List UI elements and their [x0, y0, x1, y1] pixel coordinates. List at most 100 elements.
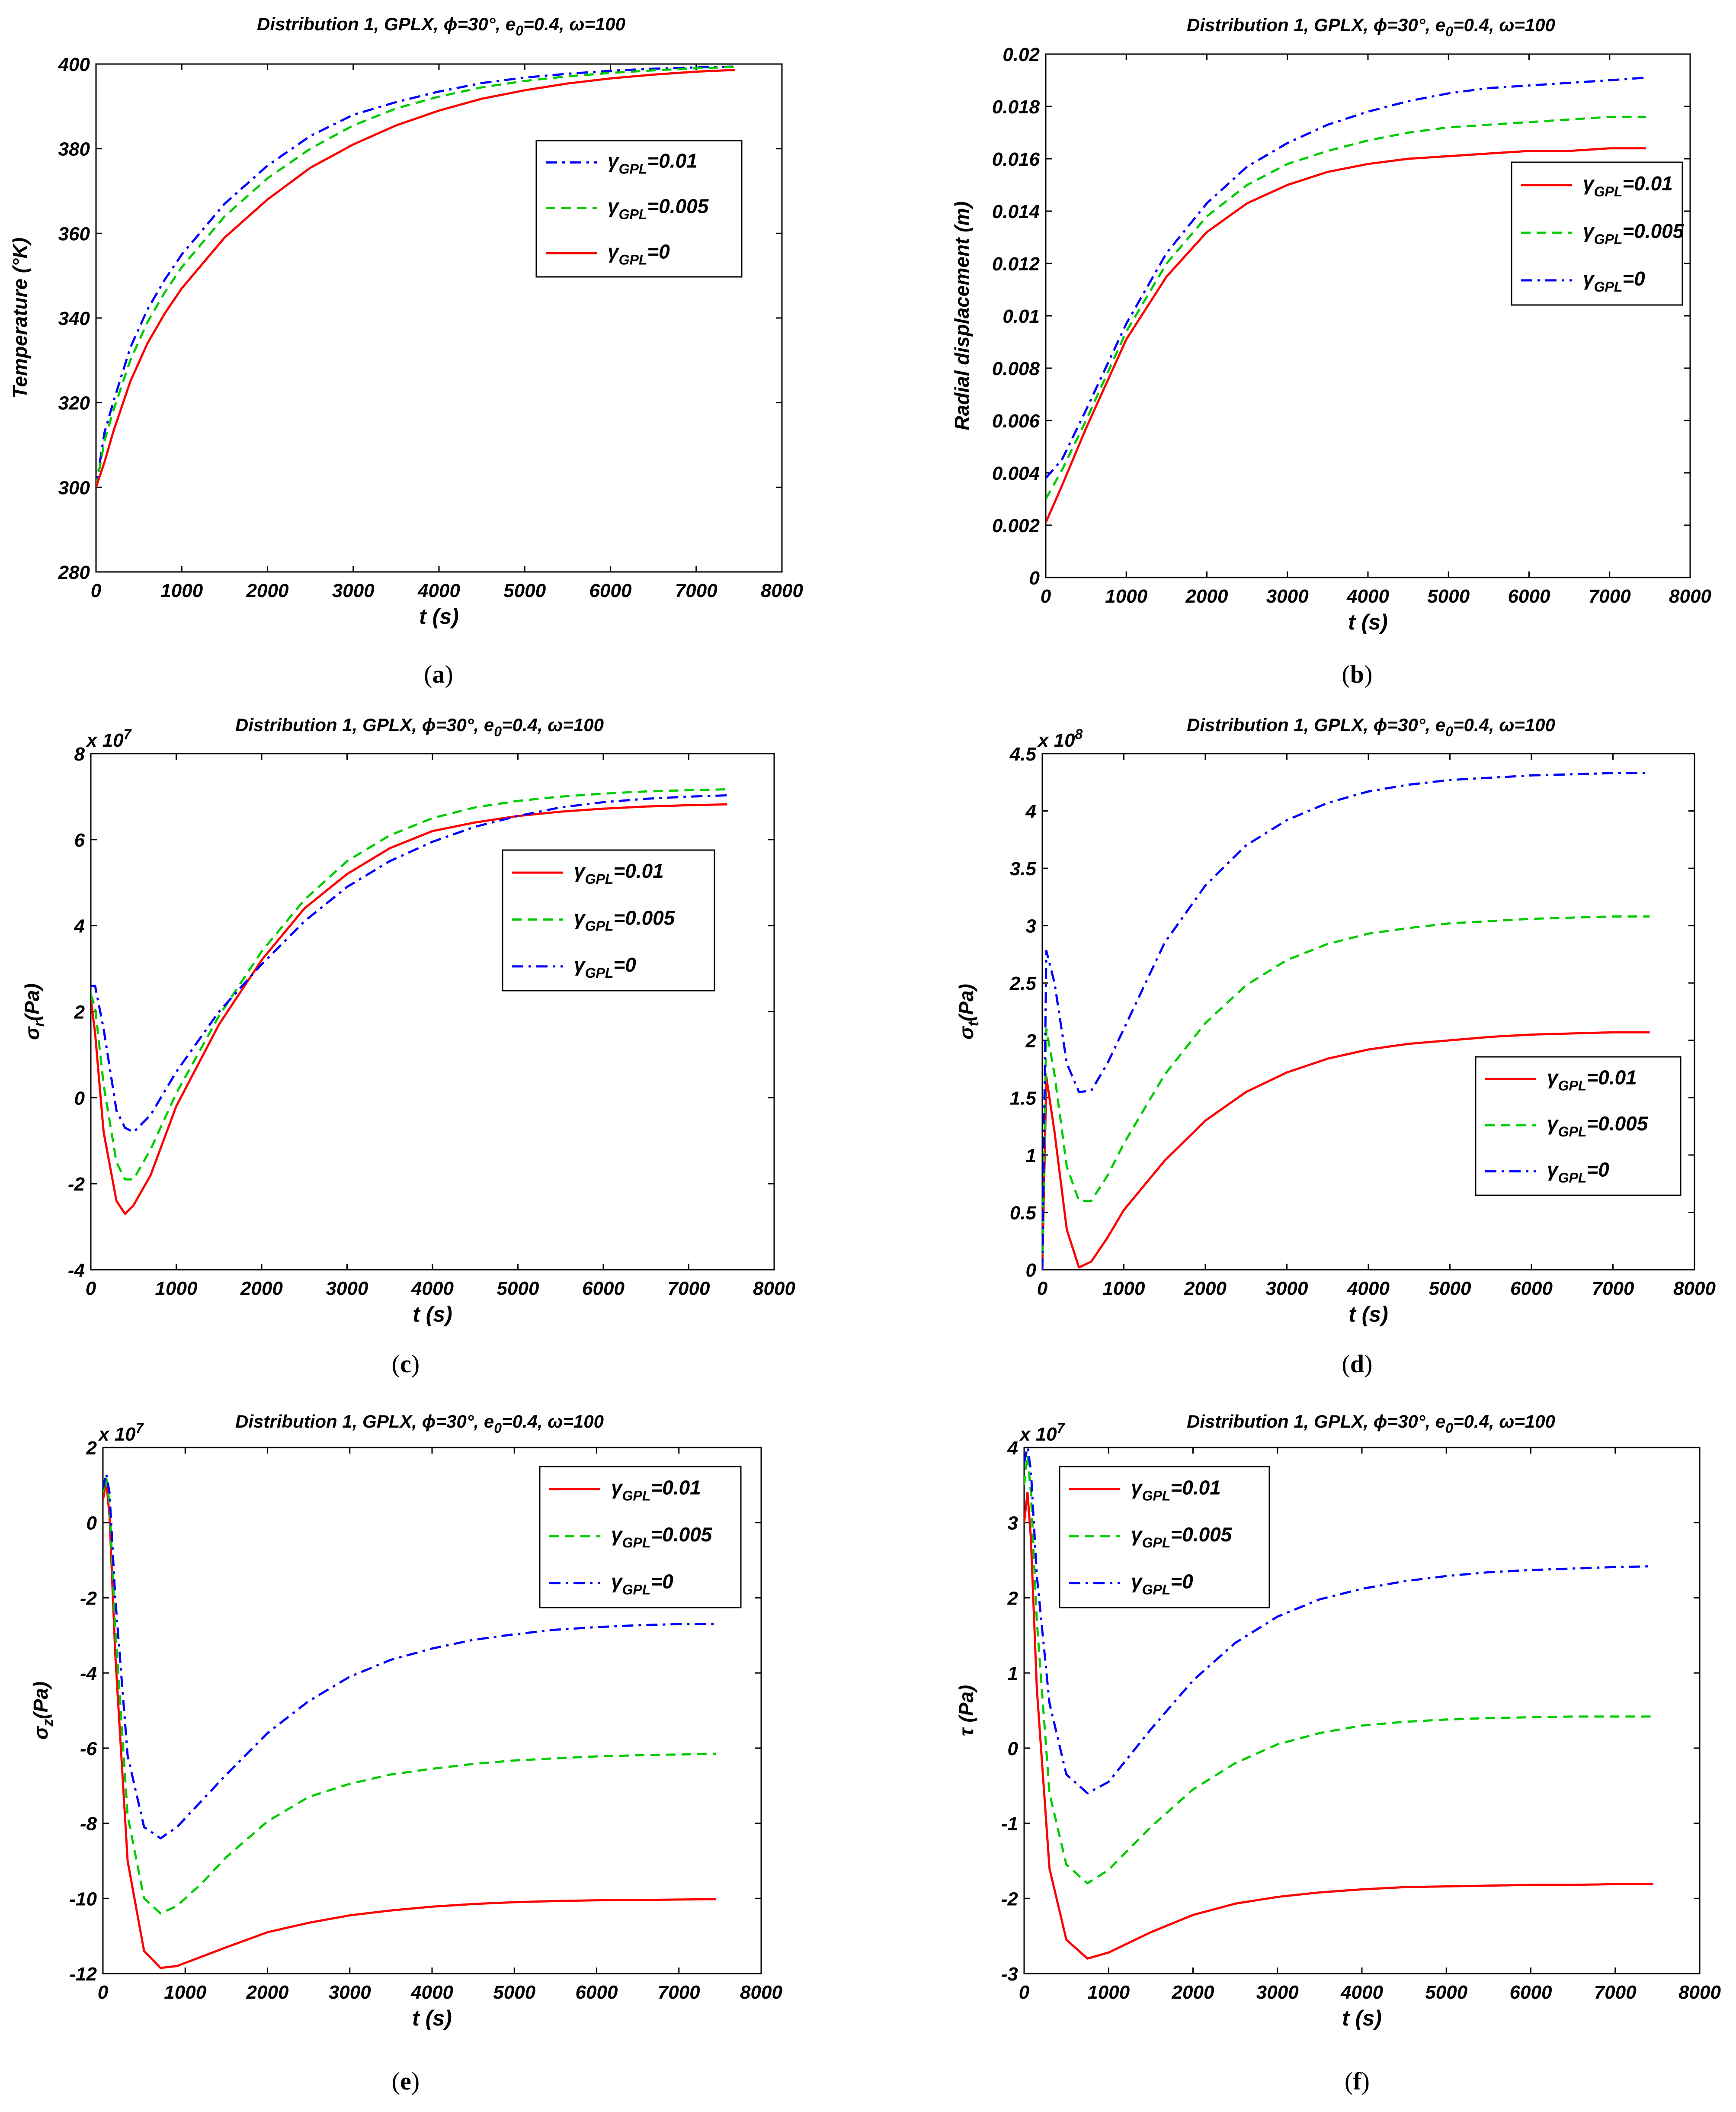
legend: γGPL=0.01 γGPL=0.005 γGPL=0	[1475, 1056, 1682, 1196]
legend-label-2: γGPL=0.005	[608, 195, 709, 222]
series-line-3	[103, 1473, 716, 1839]
series-line-1	[1046, 147, 1646, 523]
legend-label-3: γGPL=0	[611, 1570, 673, 1598]
y-tick-label: 0.014	[992, 201, 1040, 222]
x-tick-label: 6000	[1510, 1982, 1552, 2003]
x-tick-label: 4000	[1347, 1278, 1390, 1299]
y-tick-label: 4	[1025, 801, 1036, 822]
x-tick-label: 3000	[1266, 586, 1309, 607]
y-tick-label: 0	[1029, 568, 1040, 589]
x-tick-label: 7000	[1594, 1982, 1637, 2003]
legend: γGPL=0.01 γGPL=0.005 γGPL=0	[539, 1466, 742, 1608]
x-tick-label: 2000	[1172, 1982, 1214, 2003]
legend-label-2: γGPL=0.005	[1583, 220, 1685, 247]
panel-caption: (d)	[1342, 1350, 1373, 1378]
y-tick-label: 4	[74, 916, 85, 937]
series-line-1	[103, 1480, 716, 1969]
chart-title: Distribution 1, GPLX, ϕ=30°, e0=0.4, ω=1…	[1187, 1411, 1555, 1436]
chart-title: Distribution 1, GPLX, ϕ=30°, e0=0.4, ω=1…	[235, 1411, 604, 1436]
x-tick-label: 6000	[1508, 586, 1550, 607]
x-tick-label: 4000	[411, 1278, 454, 1299]
y-tick-label: 0	[1008, 1738, 1019, 1759]
legend-label-1: γGPL=0.01	[608, 150, 698, 177]
y-tick-label: 0	[74, 1088, 85, 1109]
legend: γGPL=0.01 γGPL=0.005 γGPL=0	[1059, 1466, 1270, 1608]
x-tick-label: 8000	[753, 1278, 795, 1299]
x-tick-label: 7000	[675, 580, 717, 601]
panel-f: Distribution 1, GPLX, ϕ=30°, e0=0.4, ω=1…	[955, 1411, 1721, 2095]
series-line-2	[1024, 1454, 1653, 1884]
panel-caption: (a)	[424, 660, 453, 688]
y-tick-label: 2.5	[1009, 973, 1037, 994]
x-tick-label: 5000	[1425, 1982, 1467, 2003]
series-line-3	[1024, 1448, 1653, 1794]
y-tick-label: -10	[69, 1888, 97, 1910]
x-tick-label: 5000	[503, 580, 546, 601]
x-tick-label: 4000	[410, 1982, 453, 2003]
x-tick-label: 1000	[1103, 1278, 1145, 1299]
legend-label-3: γGPL=0	[1583, 267, 1645, 295]
panel-caption: (b)	[1342, 660, 1373, 688]
x-tick-label: 1000	[164, 1982, 206, 2003]
y-axis-label: σt(Pa)	[955, 984, 982, 1040]
x-tick-label: 7000	[658, 1982, 700, 2003]
x-tick-label: 1000	[1105, 586, 1147, 607]
legend: γGPL=0.01 γGPL=0.005 γGPL=0	[1511, 161, 1685, 306]
x-tick-label: 6000	[576, 1982, 618, 2003]
series-line-3	[96, 69, 735, 488]
series-line-3	[1042, 772, 1650, 1270]
y-tick-label: 1	[1026, 1145, 1036, 1166]
chart-title: Distribution 1, GPLX, ϕ=30°, e0=0.4, ω=1…	[1187, 715, 1555, 739]
y-tick-label: -6	[80, 1738, 97, 1759]
x-axis-label: t (s)	[1348, 610, 1388, 634]
y-tick-label: -4	[80, 1663, 97, 1684]
series-line-3	[91, 794, 727, 1133]
y-tick-label: 380	[58, 139, 90, 160]
x-tick-label: 2000	[246, 580, 289, 601]
x-tick-label: 0	[98, 1982, 109, 2003]
legend-label-1: γGPL=0.01	[574, 860, 664, 887]
x-tick-label: 8000	[1669, 586, 1711, 607]
y-tick-label: 3	[1026, 916, 1036, 937]
x-tick-label: 6000	[589, 580, 632, 601]
x-tick-label: 2000	[1185, 586, 1228, 607]
y-tick-label: 0.016	[992, 149, 1040, 170]
series-line-1	[1024, 1491, 1653, 1960]
y-tick-label: -12	[69, 1964, 97, 1985]
x-tick-label: 3000	[1256, 1982, 1299, 2003]
chart-title: Distribution 1, GPLX, ϕ=30°, e0=0.4, ω=1…	[1187, 15, 1555, 39]
x-tick-label: 7000	[668, 1278, 710, 1299]
y-tick-label: 0.012	[992, 254, 1040, 275]
x-tick-label: 4000	[1340, 1982, 1383, 2003]
y-tick-label: 320	[58, 393, 90, 414]
y-tick-label: -3	[1001, 1964, 1018, 1985]
y-tick-label: 0.006	[992, 411, 1040, 432]
axes-box	[90, 753, 775, 1271]
x-tick-label: 8000	[1678, 1982, 1721, 2003]
x-tick-label: 5000	[497, 1278, 539, 1299]
x-tick-label: 6000	[1510, 1278, 1553, 1299]
x-tick-label: 8000	[761, 580, 803, 601]
y-tick-label: -2	[1001, 1888, 1019, 1910]
legend-label-1: γGPL=0.01	[1131, 1476, 1221, 1503]
x-axis-label: t (s)	[1348, 1302, 1388, 1326]
legend: γGPL=0.01 γGPL=0.005 γGPL=0	[535, 140, 743, 278]
x-tick-label: 1000	[155, 1278, 198, 1299]
y-tick-label: 2	[1007, 1588, 1019, 1609]
y-tick-label: 280	[58, 562, 90, 583]
panel-b: Distribution 1, GPLX, ϕ=30°, e0=0.4, ω=1…	[951, 15, 1711, 688]
series-line-2	[103, 1476, 716, 1915]
x-tick-label: 1000	[1087, 1982, 1130, 2003]
series-line-1	[91, 803, 727, 1215]
panel-a: Distribution 1, GPLX, ϕ=30°, e0=0.4, ω=1…	[9, 14, 803, 688]
x-tick-label: 3000	[329, 1982, 371, 2003]
y-tick-label: 4	[1007, 1438, 1018, 1459]
y-tick-label: -4	[68, 1260, 85, 1281]
legend-label-2: γGPL=0.005	[1547, 1112, 1649, 1139]
y-multiplier: x 107	[1019, 1420, 1066, 1445]
legend-label-1: γGPL=0.01	[1583, 172, 1673, 199]
y-tick-label: 340	[58, 308, 90, 329]
y-multiplier: x 108	[1037, 726, 1083, 751]
y-axis-label: Temperature (°K)	[9, 238, 31, 398]
x-tick-label: 3000	[1266, 1278, 1308, 1299]
